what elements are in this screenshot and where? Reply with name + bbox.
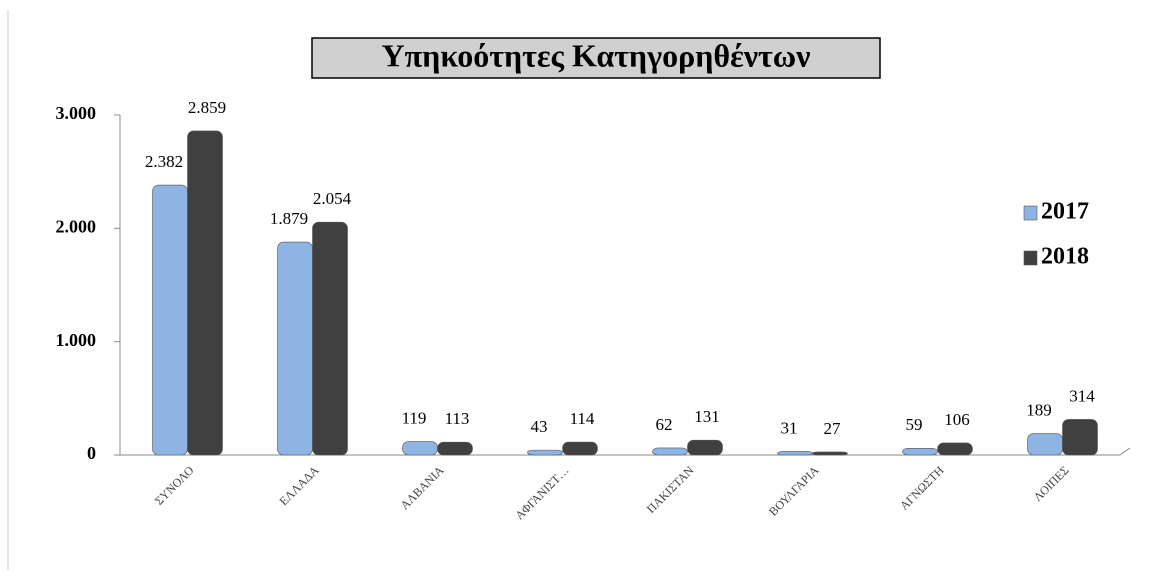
- value-label: 2.382: [145, 152, 183, 171]
- bar: [437, 441, 473, 456]
- bar: [562, 441, 598, 456]
- x-tick-label: ΣΥΝΟΛΟ: [152, 463, 197, 508]
- bar: [902, 448, 938, 456]
- value-label: 2.859: [188, 98, 226, 117]
- legend-label: 2018: [1041, 244, 1089, 270]
- value-label: 314: [1069, 386, 1095, 405]
- value-label: 189: [1026, 400, 1052, 419]
- x-tick-label: ΑΓΝΩΣΤΗ: [897, 463, 947, 513]
- value-label: 27: [824, 419, 842, 438]
- bar: [1062, 419, 1098, 456]
- value-label: 59: [906, 415, 923, 434]
- bar: [937, 442, 973, 456]
- x-tick-label: ΒΟΥΛΓΑΡΙΑ: [766, 463, 822, 519]
- legend-swatch: [1023, 250, 1038, 266]
- legend-label: 2017: [1041, 199, 1089, 225]
- bar: [812, 451, 848, 456]
- value-label: 62: [656, 415, 673, 434]
- bar: [777, 451, 813, 456]
- legend-swatch: [1023, 205, 1038, 221]
- bar: [1027, 433, 1063, 456]
- y-tick-label: 3.000: [56, 103, 97, 123]
- value-label: 106: [944, 410, 970, 429]
- bar: [402, 441, 438, 456]
- chart-title: Υπηκοότητες Κατηγορηθέντων: [382, 37, 811, 73]
- bar: [277, 241, 313, 456]
- x-tick-label: ΛΟΙΠΕΣ: [1031, 463, 1072, 504]
- x-tick-label: ΕΛΛΑΔΑ: [276, 463, 321, 508]
- bar: [187, 130, 223, 456]
- bar: [152, 184, 188, 456]
- bar: [527, 449, 563, 456]
- y-tick-label: 2.000: [56, 216, 97, 236]
- value-label: 43: [531, 417, 548, 436]
- y-tick-label: 1.000: [56, 330, 97, 350]
- value-label: 119: [402, 408, 427, 427]
- value-label: 131: [694, 407, 720, 426]
- bar: [312, 221, 348, 456]
- value-label: 114: [570, 409, 595, 428]
- title-box: [311, 37, 881, 79]
- x-tick-label: ΑΛΒΑΝΙΑ: [398, 463, 447, 512]
- x-tick-label: ΠΑΚΙΣΤΑΝ: [644, 463, 697, 516]
- bar: [687, 439, 723, 456]
- value-label: 31: [781, 418, 798, 437]
- value-label: 1.879: [270, 209, 308, 228]
- x-axis-edge: [1119, 447, 1131, 456]
- y-tick-label: 0: [87, 443, 96, 463]
- x-tick-label: ΑΦΓΑΝΙΣΤ…: [512, 463, 571, 522]
- value-label: 2.054: [313, 189, 352, 208]
- bar: [652, 447, 688, 456]
- value-label: 113: [445, 409, 470, 428]
